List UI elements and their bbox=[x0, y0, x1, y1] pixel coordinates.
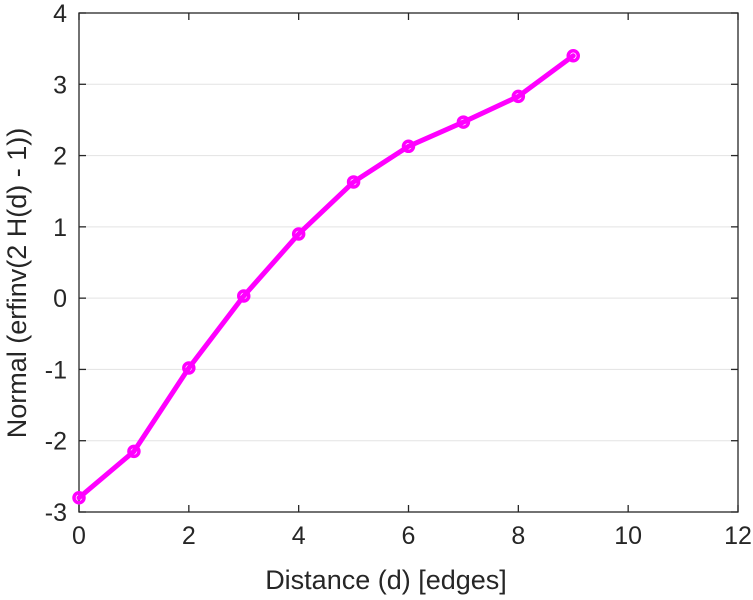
x-axis-label: Distance (d) [edges] bbox=[265, 565, 507, 595]
y-tick-label: 3 bbox=[53, 71, 67, 99]
y-tick-label: 1 bbox=[53, 214, 67, 242]
y-tick-label: -3 bbox=[45, 499, 67, 527]
x-tick-label: 2 bbox=[182, 522, 196, 550]
data-point bbox=[182, 361, 196, 375]
data-point bbox=[127, 444, 141, 459]
y-tick-label: 2 bbox=[53, 143, 67, 171]
y-tick-label: -1 bbox=[45, 356, 67, 384]
y-tick-label: -2 bbox=[45, 428, 67, 456]
series-line bbox=[76, 53, 576, 501]
x-tick-label: 4 bbox=[292, 522, 306, 550]
data-point bbox=[401, 139, 416, 154]
y-tick-label: 0 bbox=[53, 285, 67, 313]
series-layer bbox=[72, 49, 580, 505]
x-tick-label: 8 bbox=[511, 522, 525, 550]
x-tick-label: 10 bbox=[614, 522, 642, 550]
data-point bbox=[72, 490, 86, 505]
y-tick-label: 4 bbox=[53, 0, 67, 28]
data-point bbox=[456, 115, 471, 129]
data-point bbox=[346, 175, 361, 189]
data-point bbox=[291, 227, 306, 241]
plot-area-frame bbox=[78, 12, 739, 513]
x-tick-label: 6 bbox=[402, 522, 416, 550]
data-point bbox=[566, 49, 580, 63]
y-axis-label: Normal (erfinv(2 H(d) - 1)) bbox=[2, 128, 32, 439]
data-point bbox=[511, 89, 526, 104]
data-point bbox=[237, 289, 251, 303]
x-tick-label: 0 bbox=[72, 522, 86, 550]
x-tick-label: 12 bbox=[724, 522, 752, 550]
